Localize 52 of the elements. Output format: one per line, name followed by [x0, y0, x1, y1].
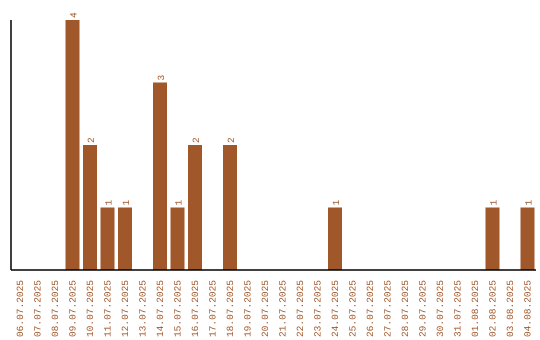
x-tick-label: 08.07.2025	[50, 280, 61, 338]
x-tick-label: 17.07.2025	[207, 280, 218, 338]
data-label: 1	[121, 200, 132, 206]
x-tick-label: 26.07.2025	[364, 280, 376, 338]
x-tick-label: 10.07.2025	[84, 280, 96, 338]
x-tick-label: 14.07.2025	[154, 280, 166, 338]
data-label: 3	[156, 74, 167, 80]
x-tick-label: 18.07.2025	[224, 280, 236, 338]
data-label: 1	[524, 200, 534, 206]
data-label: 2	[191, 137, 202, 143]
x-tick-label: 07.07.2025	[32, 280, 44, 338]
data-label: 4	[68, 12, 80, 18]
bar	[188, 145, 202, 270]
data-label: 2	[86, 137, 97, 143]
x-tick-label: 30.07.2025	[434, 280, 446, 338]
bar	[153, 82, 167, 270]
x-tick-label: 09.07.2025	[67, 280, 78, 338]
x-tick-label: 03.08.2025	[504, 280, 516, 338]
data-label: 1	[488, 200, 500, 206]
bar	[223, 145, 237, 270]
x-tick-label: 04.08.2025	[522, 280, 534, 338]
x-tick-label: 19.07.2025	[242, 280, 254, 338]
data-label: 1	[174, 200, 184, 206]
data-label: 1	[331, 200, 342, 206]
x-tick-label: 29.07.2025	[417, 280, 428, 338]
x-tick-label: 21.07.2025	[277, 280, 288, 338]
bar	[118, 208, 132, 270]
x-tick-label: 23.07.2025	[312, 280, 324, 338]
x-tick-label: 11.07.2025	[102, 280, 114, 338]
x-tick-label: 12.07.2025	[120, 280, 131, 338]
bar	[520, 208, 534, 270]
x-tick-label: 24.07.2025	[330, 280, 341, 338]
x-tick-label: 01.08.2025	[470, 280, 481, 338]
bar	[170, 208, 184, 270]
x-tick-label: 20.07.2025	[260, 280, 271, 338]
x-tick-label: 22.07.2025	[294, 280, 306, 338]
x-tick-label: 27.07.2025	[382, 280, 394, 338]
x-tick-label: 06.07.2025	[14, 280, 26, 338]
x-tick-label: 25.07.2025	[347, 280, 358, 338]
x-tick-label: 15.07.2025	[172, 280, 184, 338]
x-tick-label: 13.07.2025	[137, 280, 148, 338]
data-label: 2	[226, 137, 237, 143]
bar	[328, 208, 342, 270]
bar	[83, 145, 97, 270]
x-tick-label: 28.07.2025	[400, 280, 411, 338]
bar	[66, 20, 80, 270]
data-label: 1	[104, 200, 114, 206]
x-tick-label: 31.07.2025	[452, 280, 464, 338]
bar	[486, 208, 500, 270]
bar	[100, 208, 114, 270]
x-tick-label: 16.07.2025	[190, 280, 201, 338]
x-tick-label: 02.08.2025	[487, 280, 498, 338]
